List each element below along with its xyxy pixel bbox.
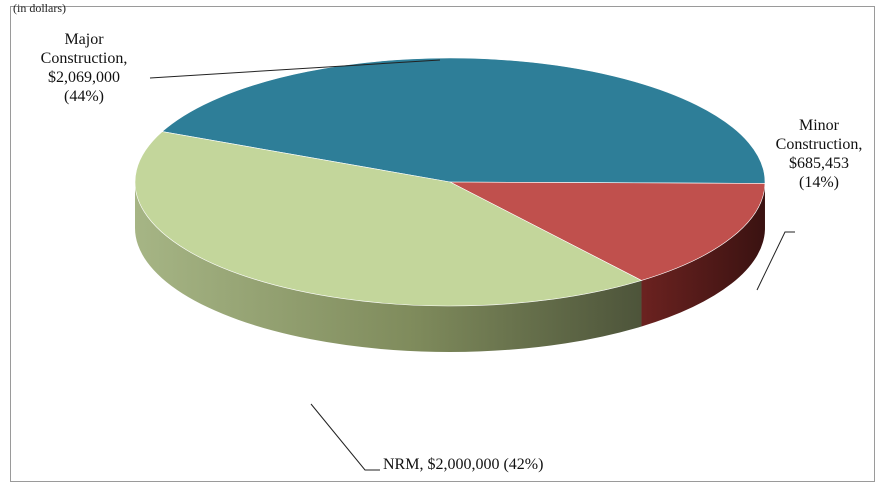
label-minor-line4: (14%) [799, 174, 839, 191]
cut-off-caption: (in dollars) [13, 1, 66, 15]
leader-line-minor [756, 231, 795, 291]
label-nrm-line1: NRM, $2,000,000 (42%) [383, 456, 544, 473]
leader-line-major [149, 59, 441, 79]
label-major-line4: (44%) [64, 88, 104, 105]
label-major-construction: Major Construction, $2,069,000 (44%) [20, 30, 148, 106]
pie-slice-minor-construction [449, 181, 766, 281]
label-major-line1: Major [64, 31, 104, 48]
label-minor-construction: Minor Construction, $685,453 (14%) [760, 116, 878, 192]
label-minor-line2: Construction, [775, 136, 863, 153]
pie-slice-major-construction [161, 57, 766, 184]
pie-side-nrm [135, 182, 642, 352]
pie-slice-nrm [134, 131, 643, 307]
pie-side-minor-construction [641, 183, 765, 327]
leader-line-nrm [310, 403, 380, 471]
label-major-line2: Construction, [40, 50, 128, 67]
label-minor-line1: Minor [799, 117, 839, 134]
label-minor-line3: $685,453 [789, 155, 849, 172]
label-nrm: NRM, $2,000,000 (42%) [383, 455, 703, 474]
label-major-line3: $2,069,000 [48, 69, 120, 86]
